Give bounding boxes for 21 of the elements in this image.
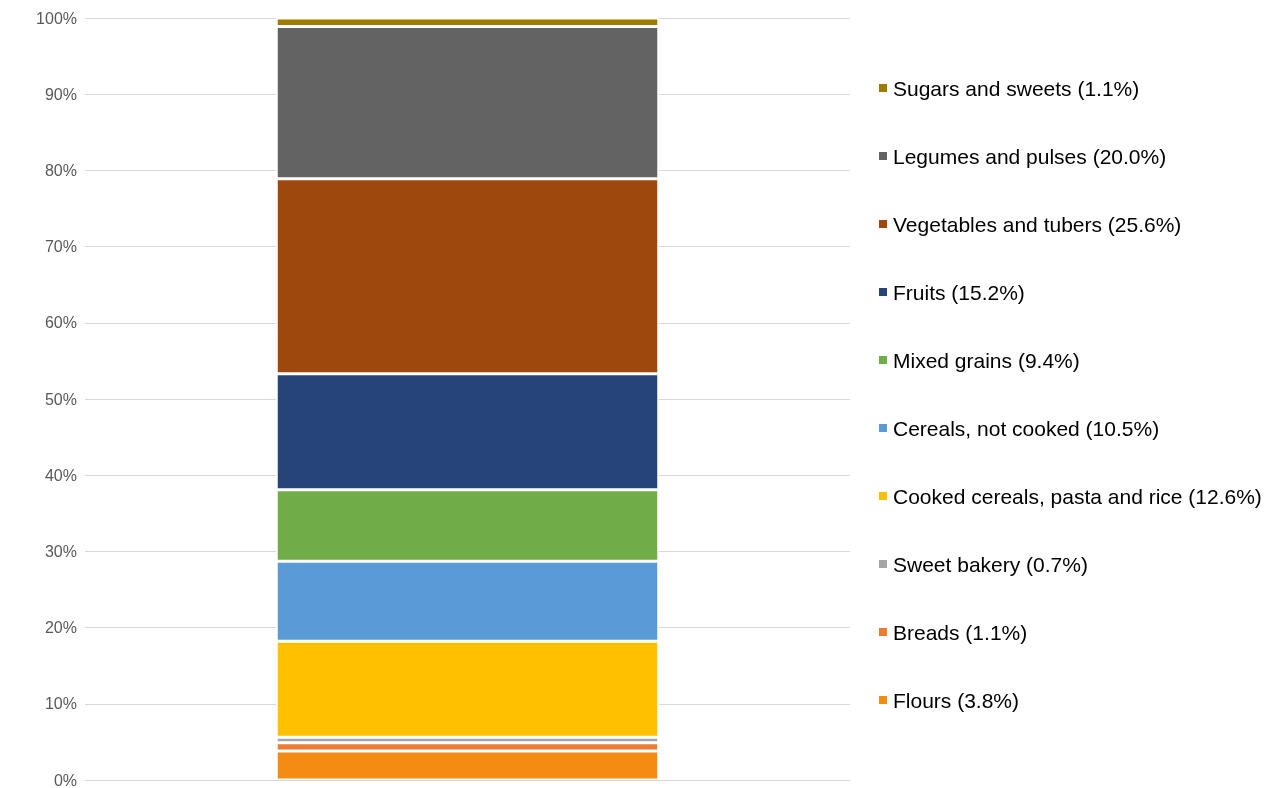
legend-label: Sugars and sweets (1.1%) xyxy=(893,76,1140,100)
y-tick-label: 90% xyxy=(44,85,77,103)
y-tick-label: 50% xyxy=(44,390,77,408)
legend-label: Vegetables and tubers (25.6%) xyxy=(893,212,1182,236)
y-tick-label: 100% xyxy=(36,9,77,27)
legend-label: Flours (3.8%) xyxy=(893,688,1020,712)
legend-label: Breads (1.1%) xyxy=(893,620,1028,644)
y-tick-label: 0% xyxy=(53,771,77,788)
legend-label: Fruits (15.2%) xyxy=(893,280,1025,304)
y-tick-label: 80% xyxy=(44,161,77,179)
legend-label: Legumes and pulses (20.0%) xyxy=(893,144,1167,168)
legend-label: Cooked cereals, pasta and rice (12.6%) xyxy=(893,484,1262,508)
y-tick-label: 20% xyxy=(44,619,77,637)
legend-label: Sweet bakery (0.7%) xyxy=(893,552,1088,576)
y-tick-label: 30% xyxy=(44,542,77,560)
y-tick-label: 10% xyxy=(44,695,77,713)
y-tick-label: 70% xyxy=(44,238,77,256)
legend-label: Cereals, not cooked (10.5%) xyxy=(893,416,1160,440)
y-tick-label: 60% xyxy=(44,314,77,332)
y-tick-label: 40% xyxy=(44,466,77,484)
legend-label: Mixed grains (9.4%) xyxy=(893,348,1080,372)
